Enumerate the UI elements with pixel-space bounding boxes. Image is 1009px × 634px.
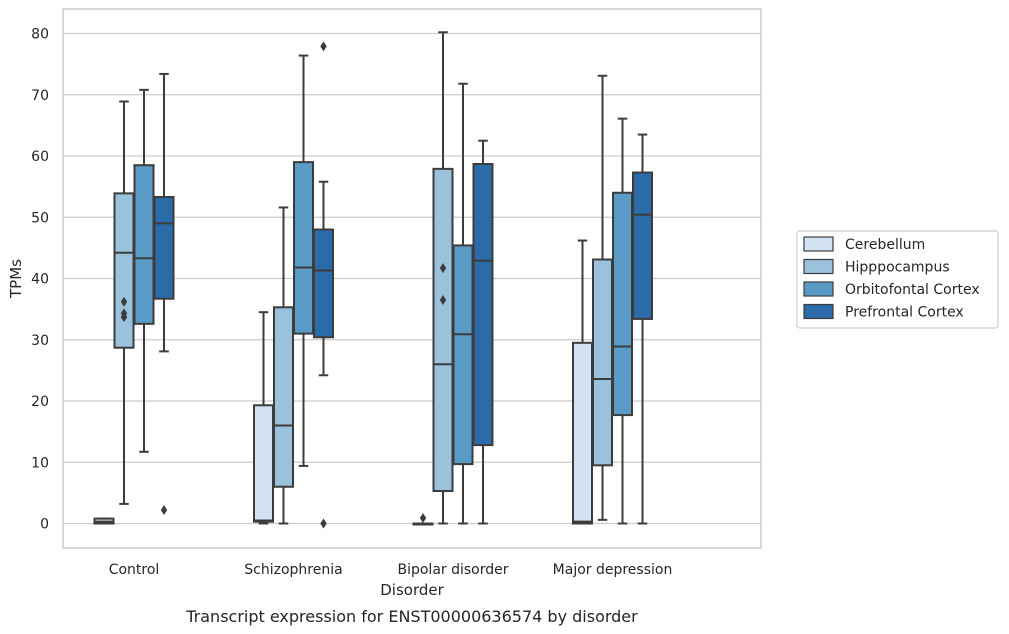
outlier-point [120,296,128,307]
x-axis-title: Disorder [380,581,444,599]
legend: Cerebellum Hipppocampus Orbitofontal Corte… [796,230,999,329]
box-body [472,162,494,447]
box-3-2 [472,139,494,525]
box-3-3 [632,133,653,525]
box-body [432,167,454,493]
grid-lines [63,32,761,525]
legend-label: Cerebellum [845,237,925,253]
box-0-1 [253,311,274,525]
box-body [253,404,274,523]
legend-label: Prefrontal Cortex [845,305,964,321]
box-body [452,244,474,466]
y-tick-label: 30 [31,333,49,349]
y-tick-label: 20 [31,394,49,410]
box-body [293,161,314,335]
x-tick-label: Control [109,562,160,578]
outlier-point [320,518,327,529]
x-tick-labels: Control Schizophrenia Bipolar disorder Majo… [109,562,673,578]
box-3-0 [153,72,175,516]
box-1-3 [592,74,613,521]
box-body [632,171,653,320]
box-body [113,192,135,349]
box-3-1 [313,41,334,529]
box-series-layer [93,31,653,529]
y-tick-label: 0 [40,517,49,533]
box-body [592,258,613,467]
box-2-0 [133,88,155,453]
box-1-0 [113,100,135,505]
legend-label: Orbitofontal Cortex [845,282,980,298]
outlier-point [120,308,128,319]
legend-swatch [803,281,834,297]
plot-frame [62,8,762,549]
legend-swatch [803,258,834,275]
y-tick-labels: 0 10 20 30 40 50 60 70 80 [31,27,49,533]
box-body [313,228,334,339]
outlier-point [160,505,168,516]
outlier-point [419,512,427,523]
legend-frame [796,230,999,329]
outlier-point [439,263,447,274]
x-tick-label: Schizophrenia [244,562,342,578]
chart-caption: Transcript expression for ENST0000063657… [185,607,638,626]
y-tick-label: 50 [31,210,49,226]
outlier-point [320,41,327,52]
x-tick-label: Bipolar disorder [397,562,508,578]
x-tick-label: Major depression [553,562,673,578]
box-1-1 [273,206,294,525]
box-body [273,306,294,488]
box-0-2 [412,512,434,526]
box-0-3 [572,239,593,525]
box-body [572,341,593,525]
y-tick-label: 70 [31,88,49,104]
legend-swatch [803,303,834,320]
box-2-2 [452,82,474,525]
y-tick-label: 10 [31,455,49,471]
legend-label: Hipppocampus [845,260,950,276]
y-tick-label: 40 [31,272,49,288]
box-body [133,164,155,325]
outlier-point [439,294,447,305]
box-1-2 [432,31,454,525]
box-body [612,191,633,417]
box-body [153,196,175,300]
y-axis-title: TPMs [7,259,25,299]
box-2-1 [293,54,314,467]
y-tick-label: 80 [31,27,49,43]
legend-swatch [803,236,834,252]
y-tick-label: 60 [31,149,49,165]
box-0-0 [93,517,115,525]
